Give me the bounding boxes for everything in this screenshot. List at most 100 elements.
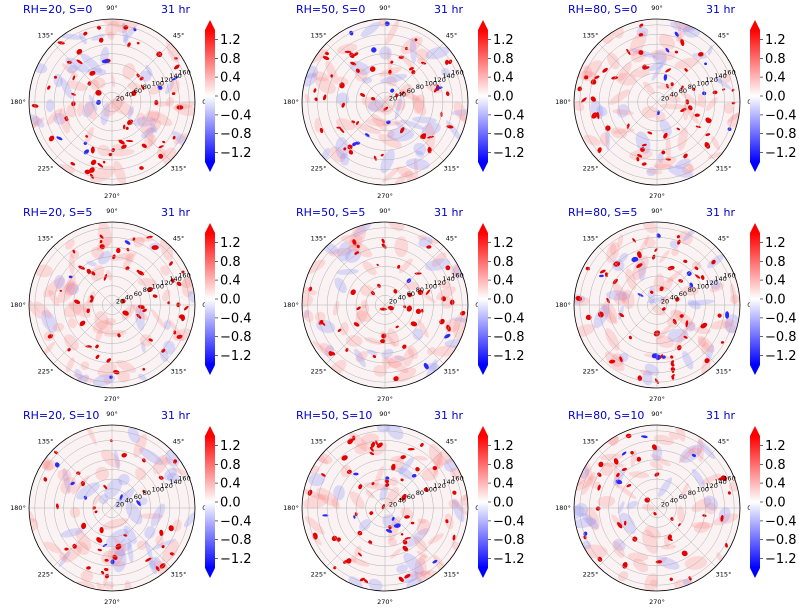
radial-gridline (346, 266, 424, 344)
radial-tick-label: 160 (178, 272, 190, 280)
angle-tick-label: 90° (651, 4, 663, 12)
radial-gridline (627, 275, 687, 335)
radial-gridline (589, 440, 725, 576)
colorbar: 1.2 0.8 0.4 0.0 −0.4 −0.8 −1.2 (750, 426, 797, 578)
radial-tick-label: 40 (398, 497, 406, 505)
colorbar-extend-min (478, 162, 488, 172)
colorbar-tick-label: 1.2 (220, 33, 241, 48)
colorbar-extend-max (205, 20, 215, 30)
panel-title: RH=80, S=5 (568, 206, 637, 219)
colorbar-tick-label: −1.2 (765, 552, 797, 567)
panel-title: RH=50, S=5 (296, 206, 365, 219)
radial-tick-label: 60 (407, 493, 415, 501)
angle-tick-label: 45° (718, 438, 730, 446)
colorbar: 1.2 0.8 0.4 0.0 −0.4 −0.8 −1.2 (205, 426, 252, 578)
angular-gridline (111, 449, 171, 509)
angular-gridline (384, 246, 444, 306)
radial-gridline (579, 430, 735, 586)
polar-frame (28, 18, 196, 186)
radial-gridline (102, 92, 122, 112)
radial-tick-label: 100 (697, 80, 709, 88)
colorbar-body (750, 233, 760, 365)
polar-panel: 204060801001201401600°45°90°135°180°225°… (283, 206, 524, 403)
angle-tick-label: 90° (106, 4, 118, 12)
colorbar-tick-label: 1.2 (220, 236, 241, 251)
radial-tick-label: 140 (169, 478, 181, 486)
colorbar-tick-label: −0.4 (765, 108, 797, 123)
angular-gridline (111, 304, 171, 364)
angular-gridline (656, 101, 716, 161)
radial-tick-label: 20 (661, 297, 669, 305)
radial-tick-label: 40 (125, 91, 133, 99)
panel-title: RH=80, S=10 (568, 409, 644, 422)
colorbar-tick-label: 0.0 (220, 293, 241, 308)
colorbar-tick-label: −0.4 (220, 514, 252, 529)
angle-tick-label: 270° (649, 192, 665, 200)
radial-tick-label: 160 (723, 272, 735, 280)
colorbar-tick-label: −0.4 (493, 108, 525, 123)
colorbar-tick-label: −1.2 (220, 552, 252, 567)
radial-gridline (326, 246, 444, 364)
angular-gridline (53, 43, 113, 103)
angle-tick-label: 45° (173, 235, 185, 243)
colorbar-extend-min (205, 568, 215, 578)
colorbar-tick-label: 0.8 (220, 255, 241, 270)
polar-panel: 204060801001201401600°45°90°135°180°225°… (10, 409, 251, 606)
angle-tick-label: 45° (718, 235, 730, 243)
radial-tick-label: 60 (679, 493, 687, 501)
radial-gridline (44, 237, 180, 373)
radial-gridline (579, 24, 735, 180)
time-label: 31 hr (161, 409, 190, 422)
radial-tick-label: 60 (134, 290, 142, 298)
colorbar-tick-label: −0.8 (220, 127, 252, 142)
angular-gridline (326, 507, 386, 567)
colorbar-tick-label: 0.8 (493, 255, 514, 270)
colorbar-tick-label: 0.8 (493, 52, 514, 67)
radial-tick-label: 80 (688, 83, 696, 91)
radial-tick-label: 80 (143, 83, 151, 91)
radial-gridline (307, 430, 463, 586)
radial-gridline (92, 285, 132, 325)
colorbar: 1.2 0.8 0.4 0.0 −0.4 −0.8 −1.2 (478, 20, 525, 172)
angle-tick-label: 270° (104, 598, 120, 606)
angle-tick-label: 180° (283, 504, 299, 512)
radial-tick-label: 100 (425, 283, 437, 291)
colorbar-tick-label: 1.2 (220, 439, 241, 454)
angle-tick-label: 135° (583, 235, 599, 243)
panel-title: RH=50, S=0 (296, 3, 365, 16)
angular-gridline (598, 507, 658, 567)
angle-tick-label: 45° (446, 235, 458, 243)
radial-tick-label: 80 (416, 286, 424, 294)
radial-tick-label: 140 (169, 72, 181, 80)
radial-gridline (647, 498, 667, 518)
radial-tick-label: 20 (389, 94, 397, 102)
angle-tick-label: 315° (171, 165, 187, 173)
radial-tick-label: 100 (152, 486, 164, 494)
angle-tick-label: 225° (38, 165, 54, 173)
polar-frame (301, 18, 469, 186)
angular-gridline (111, 43, 171, 103)
radial-gridline (589, 34, 725, 170)
panel-title: RH=80, S=0 (568, 3, 637, 16)
radial-gridline (598, 246, 716, 364)
radial-tick-label: 100 (425, 486, 437, 494)
colorbar-tick-label: 0.4 (765, 71, 786, 86)
angle-tick-label: 315° (716, 165, 732, 173)
time-label: 31 hr (434, 3, 463, 16)
radial-tick-label: 80 (688, 489, 696, 497)
colorbar-tick-label: −0.8 (220, 533, 252, 548)
radial-gridline (618, 469, 696, 547)
angle-tick-label: 180° (10, 98, 26, 106)
angle-tick-label: 180° (10, 504, 26, 512)
radial-gridline (365, 285, 405, 325)
radial-gridline (598, 43, 716, 161)
colorbar-tick-label: 0.4 (220, 477, 241, 492)
angle-tick-label: 225° (583, 571, 599, 579)
angular-gridline (53, 101, 113, 161)
angle-tick-label: 135° (38, 32, 54, 40)
colorbar-tick-label: 0.8 (765, 255, 786, 270)
angle-tick-label: 180° (10, 301, 26, 309)
angle-tick-label: 45° (173, 32, 185, 40)
angle-tick-label: 270° (377, 598, 393, 606)
